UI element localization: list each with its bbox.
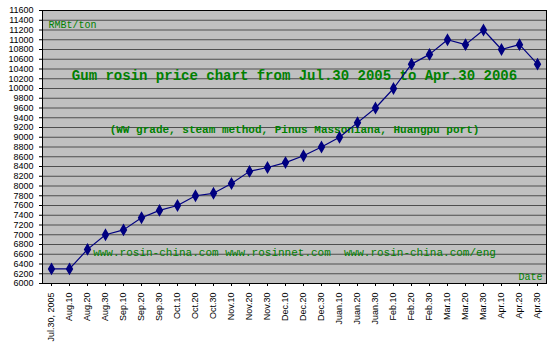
svg-text:7200: 7200 (13, 220, 33, 230)
svg-text:11600: 11600 (9, 5, 33, 15)
svg-text:8400: 8400 (13, 161, 33, 171)
svg-text:Jul.30, 2005: Jul.30, 2005 (46, 293, 56, 342)
svg-text:11400: 11400 (9, 15, 33, 25)
svg-text:6200: 6200 (13, 269, 33, 279)
svg-text:Gum rosin price chart from Jul: Gum rosin price chart from Jul.30 2005 t… (72, 68, 517, 84)
svg-text:11000: 11000 (9, 35, 33, 45)
svg-text:Dec.30: Dec.30 (316, 293, 326, 322)
svg-text:Nov.30: Nov.30 (262, 293, 272, 321)
svg-text:10000: 10000 (8, 83, 33, 93)
svg-text:8800: 8800 (13, 142, 33, 152)
svg-text:Juan.20: Juan.20 (352, 293, 362, 325)
svg-text:Mar.20: Mar.20 (460, 293, 470, 321)
svg-text:Sep.30: Sep.30 (154, 293, 164, 322)
svg-text:7000: 7000 (13, 230, 33, 240)
svg-text:Dec.10: Dec.10 (280, 293, 290, 322)
svg-text:Mar.10: Mar.10 (442, 293, 452, 321)
svg-text:9800: 9800 (13, 93, 33, 103)
svg-text:Oct.10: Oct.10 (172, 293, 182, 320)
svg-text:8200: 8200 (13, 171, 33, 181)
svg-text:Mar.30: Mar.30 (478, 293, 488, 321)
svg-text:9000: 9000 (13, 132, 33, 142)
svg-text:6600: 6600 (13, 249, 33, 259)
svg-text:9600: 9600 (13, 103, 33, 113)
svg-text:Date: Date (518, 272, 542, 283)
svg-text:7600: 7600 (13, 200, 33, 210)
svg-text:6400: 6400 (13, 259, 33, 269)
svg-text:7800: 7800 (13, 191, 33, 201)
svg-text:10200: 10200 (8, 74, 33, 84)
svg-text:9400: 9400 (13, 113, 33, 123)
svg-text:Sep.10: Sep.10 (118, 293, 128, 322)
svg-text:Oct.20: Oct.20 (190, 293, 200, 320)
svg-text:7400: 7400 (13, 210, 33, 220)
svg-text:Juan.30: Juan.30 (370, 293, 380, 325)
svg-text:Aug.20: Aug.20 (82, 293, 92, 322)
svg-text:Sep.20: Sep.20 (136, 293, 146, 322)
svg-text:Aug.30: Aug.30 (100, 293, 110, 322)
svg-text:Nov.10: Nov.10 (226, 293, 236, 321)
svg-text:9200: 9200 (13, 122, 33, 132)
svg-text:8000: 8000 (13, 181, 33, 191)
svg-text:10400: 10400 (8, 64, 33, 74)
svg-text:Apr.10: Apr.10 (496, 293, 506, 319)
svg-text:Nov.20: Nov.20 (244, 293, 254, 321)
svg-text:Dec.20: Dec.20 (298, 293, 308, 322)
svg-text:10600: 10600 (8, 54, 33, 64)
svg-text:Apr.20: Apr.20 (514, 293, 524, 319)
svg-text:www.rosin-china.com www.rosinn: www.rosin-china.com www.rosinnet.com www… (93, 247, 496, 259)
svg-text:RMBt/ton: RMBt/ton (49, 20, 97, 31)
svg-text:(WW grade, steam method, Pinus: (WW grade, steam method, Pinus Massonian… (110, 124, 480, 136)
svg-text:Oct.30: Oct.30 (208, 293, 218, 320)
svg-text:6000: 6000 (13, 278, 33, 288)
svg-text:6800: 6800 (13, 239, 33, 249)
svg-text:Feb.10: Feb.10 (388, 293, 398, 321)
svg-text:8600: 8600 (13, 152, 33, 162)
svg-text:Apr.30: Apr.30 (532, 293, 542, 319)
svg-text:Aug.10: Aug.10 (64, 293, 74, 322)
svg-text:Juan.10: Juan.10 (334, 293, 344, 325)
svg-text:10800: 10800 (8, 44, 33, 54)
svg-text:Feb.20: Feb.20 (406, 293, 416, 321)
svg-text:Feb.30: Feb.30 (424, 293, 434, 321)
svg-text:11200: 11200 (9, 25, 33, 35)
